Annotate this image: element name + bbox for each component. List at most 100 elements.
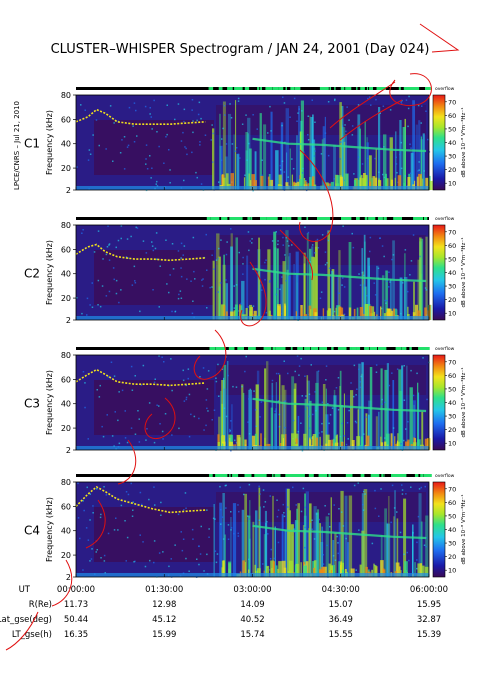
ephemeris-row-label: LT_gse(h) <box>12 630 52 640</box>
y-tick-label: 40 <box>61 527 71 536</box>
ephemeris-value: 15.74 <box>240 630 264 640</box>
spacecraft-label: C2 <box>24 267 40 281</box>
y-tick-label: 80 <box>61 351 71 360</box>
y-axis-label: Frequency (kHz) <box>45 370 54 435</box>
colorbar-tick-label: 10 <box>448 310 456 318</box>
red-scribble-top <box>329 23 460 141</box>
y-axis-label: Frequency (kHz) <box>45 497 54 562</box>
ephemeris-row-label: R(Re) <box>29 600 52 610</box>
panel-c1: overflow 2 20 40 60 80 Frequency (kHz) C1 10 20 30… <box>24 86 467 195</box>
ephemeris-value: 32.87 <box>417 615 441 625</box>
red-scribble-lower <box>5 397 176 651</box>
colorbar-tick-label: 30 <box>448 153 456 161</box>
y-tick-label: 60 <box>61 115 71 124</box>
colorbar-tick-label: 40 <box>448 526 456 534</box>
emission-band <box>252 524 427 540</box>
colorbar-tick-label: 70 <box>448 228 456 236</box>
mode-label: overflow <box>435 473 455 479</box>
colorbar: 10 20 30 40 50 60 70 dB above 10⁻⁸ V²m⁻²Hz⁻¹ <box>432 354 467 451</box>
ephemeris-value: 45.12 <box>152 615 176 625</box>
ephemeris-value: 14.09 <box>240 600 264 610</box>
colorbar-tick-label: 70 <box>448 358 456 366</box>
spacecraft-label: C3 <box>24 397 40 411</box>
y-tick-label: 60 <box>61 502 71 511</box>
spectrogram-image <box>75 225 432 321</box>
ephemeris-value: 15.55 <box>329 630 353 640</box>
ephemeris-value: 50.44 <box>64 615 88 625</box>
y-tick-label: 40 <box>61 400 71 409</box>
emission-band <box>252 267 427 283</box>
colorbar-tick-label: 30 <box>448 413 456 421</box>
spectrogram-image <box>75 482 429 578</box>
colorbar-label: dB above 10⁻⁸ V²m⁻²Hz⁻¹ <box>460 237 467 307</box>
colorbar-tick-label: 50 <box>448 125 456 133</box>
mode-stripe <box>76 87 431 90</box>
colorbar-label: dB above 10⁻⁸ V²m⁻²Hz⁻¹ <box>460 494 467 564</box>
spacecraft-label: C4 <box>24 524 40 538</box>
y-tick-label: 80 <box>61 221 71 230</box>
ephemeris-row-label: Lat_gse(deg) <box>0 615 52 625</box>
colorbar-label: dB above 10⁻⁸ V²m⁻²Hz⁻¹ <box>460 367 467 437</box>
y-tick-label: 40 <box>61 270 71 279</box>
ephemeris-row-label: UT <box>19 585 31 595</box>
ephemeris-table: UT 00:00:00 01:30:00 03:00:00 04:30:00 06:00:… <box>0 585 448 640</box>
colorbar-label: dB above 10⁻⁸ V²m⁻²Hz⁻¹ <box>460 107 467 177</box>
colorbar-tick-label: 60 <box>448 242 456 250</box>
ephemeris-value: 36.49 <box>329 615 353 625</box>
mode-stripe <box>76 217 429 220</box>
y-tick-label: 2 <box>66 573 71 582</box>
y-tick-label: 80 <box>61 91 71 100</box>
y-tick-label: 2 <box>66 446 71 455</box>
x-tick-label: 00:00:00 <box>57 585 95 595</box>
mode-label: overflow <box>435 216 455 222</box>
y-tick-label: 60 <box>61 245 71 254</box>
colorbar-tick-label: 30 <box>448 283 456 291</box>
spacecraft-label: C1 <box>24 137 40 151</box>
red-annotation-strokes <box>5 23 460 651</box>
y-tick-label: 2 <box>66 316 71 325</box>
y-axis-label: Frequency (kHz) <box>45 110 54 175</box>
credit-label: LPCE/CNRS – Jul 21, 2010 <box>13 101 21 190</box>
ephemeris-value: 15.39 <box>417 630 441 640</box>
emission-line <box>75 108 206 125</box>
mode-stripe <box>76 347 430 350</box>
y-tick-label: 20 <box>61 424 71 433</box>
y-tick-label: 20 <box>61 551 71 560</box>
mode-label: overflow <box>435 86 455 92</box>
panel-c4: overflow 2 20 40 60 80 Frequency (kHz) C4 10 20 30… <box>24 473 467 582</box>
colorbar-tick-label: 10 <box>448 180 456 188</box>
colorbar-tick-label: 20 <box>448 296 456 304</box>
spectrogram-image <box>75 95 433 192</box>
y-tick-label: 20 <box>61 164 71 173</box>
x-tick-label: 01:30:00 <box>145 585 183 595</box>
y-tick-label: 60 <box>61 375 71 384</box>
x-tick-label: 06:00:00 <box>410 585 448 595</box>
figure-title: CLUSTER–WHISPER Spectrogram / JAN 24, 20… <box>51 42 430 57</box>
colorbar-tick-label: 40 <box>448 269 456 277</box>
colorbar-tick-label: 40 <box>448 139 456 147</box>
colorbar-tick-label: 40 <box>448 399 456 407</box>
colorbar-tick-label: 60 <box>448 112 456 120</box>
y-axis-label: Frequency (kHz) <box>45 240 54 305</box>
emission-band <box>252 137 427 153</box>
colorbar: 10 20 30 40 50 60 70 dB above 10⁻⁸ V²m⁻²Hz⁻¹ <box>432 224 467 321</box>
colorbar-tick-label: 30 <box>448 540 456 548</box>
colorbar: 10 20 30 40 50 60 70 dB above 10⁻⁸ V²m⁻²Hz⁻¹ <box>432 94 467 191</box>
colorbar: 10 20 30 40 50 60 70 dB above 10⁻⁸ V²m⁻²Hz⁻¹ <box>432 481 467 578</box>
colorbar-tick-label: 20 <box>448 426 456 434</box>
colorbar-tick-label: 70 <box>448 98 456 106</box>
mode-label: overflow <box>435 346 455 352</box>
colorbar-tick-label: 60 <box>448 499 456 507</box>
ephemeris-value: 15.95 <box>417 600 441 610</box>
x-tick-label: 04:30:00 <box>322 585 360 595</box>
colorbar-tick-label: 60 <box>448 372 456 380</box>
red-scribble-middle <box>193 149 334 380</box>
panel-c3: overflow 2 20 40 60 80 Frequency (kHz) C3 10 20 30… <box>24 346 467 455</box>
panels: overflow 2 20 40 60 80 Frequency (kHz) C1 10 20 30… <box>24 86 467 582</box>
emission-line <box>75 368 206 387</box>
emission-line <box>75 243 206 262</box>
ephemeris-value: 15.07 <box>329 600 353 610</box>
colorbar-tick-label: 20 <box>448 166 456 174</box>
ephemeris-value: 15.99 <box>152 630 176 640</box>
